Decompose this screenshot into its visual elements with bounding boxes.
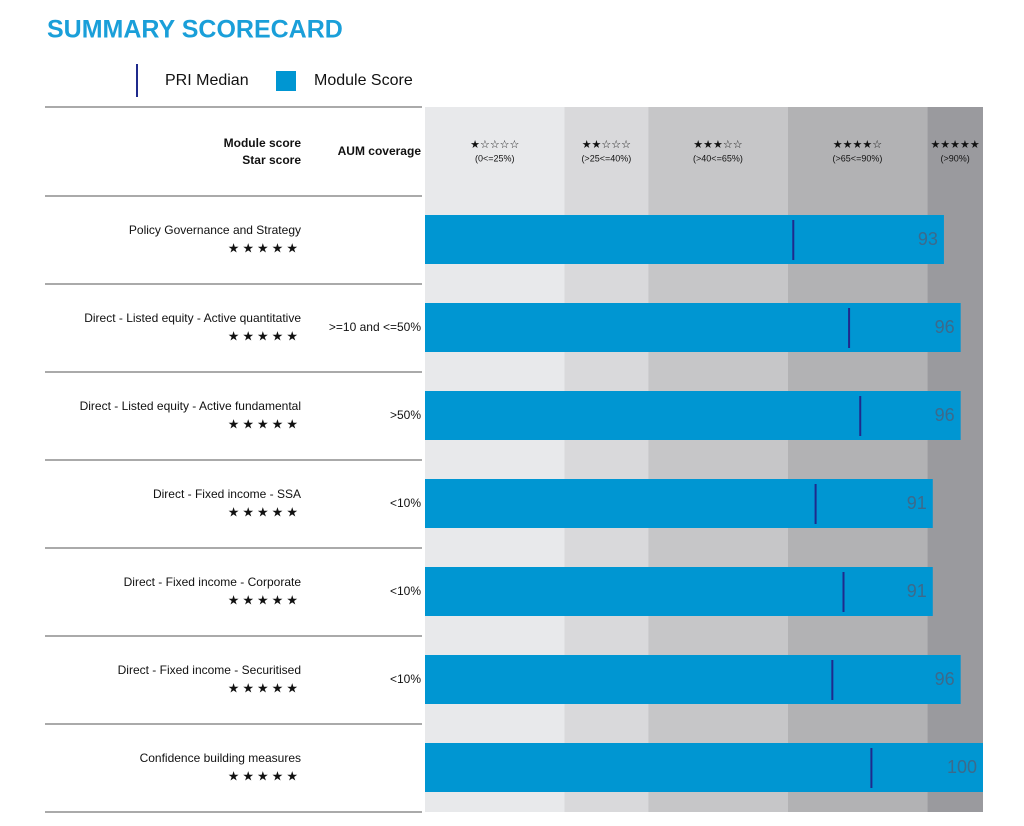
star-score: ★★★★★ — [228, 680, 301, 695]
category-label: Confidence building measures — [140, 751, 301, 765]
legend-label: Module Score — [314, 72, 413, 89]
star-score: ★★★★★ — [228, 416, 301, 431]
star-score: ★★★★★ — [228, 592, 301, 607]
value-label: 91 — [907, 581, 927, 601]
band-range: (>25<=40%) — [581, 153, 631, 163]
bar — [425, 303, 961, 352]
band-stars: ★★☆☆☆ — [582, 139, 631, 151]
value-label: 96 — [935, 669, 955, 689]
band-range: (>65<=90%) — [833, 153, 883, 163]
value-label: 96 — [935, 317, 955, 337]
bar — [425, 567, 933, 616]
aum-coverage: <10% — [390, 672, 421, 686]
value-label: 91 — [907, 493, 927, 513]
band-stars: ★☆☆☆☆ — [470, 139, 519, 151]
aum-coverage: >=10 and <=50% — [329, 320, 421, 334]
band-range: (0<=25%) — [475, 153, 515, 163]
band-stars: ★★★★☆ — [833, 139, 882, 151]
legend-score-swatch — [276, 71, 296, 91]
category-label: Direct - Fixed income - Securitised — [118, 663, 301, 677]
aum-coverage: >50% — [390, 408, 421, 422]
chart-title: SUMMARY SCORECARD — [47, 16, 343, 44]
star-score: ★★★★★ — [228, 240, 301, 255]
score-band — [648, 107, 788, 812]
band-range: (>90%) — [940, 153, 969, 163]
category-label: Direct - Fixed income - SSA — [153, 487, 301, 501]
score-band — [564, 107, 649, 812]
legend-label: PRI Median — [165, 72, 249, 89]
column-header: AUM coverage — [338, 144, 422, 158]
value-label: 93 — [918, 229, 938, 249]
aum-coverage: <10% — [390, 496, 421, 510]
category-label: Direct - Fixed income - Corporate — [124, 575, 302, 589]
band-stars: ★★★★★ — [930, 139, 979, 151]
column-header: Module score — [224, 136, 302, 150]
bar — [425, 743, 983, 792]
category-label: Direct - Listed equity - Active quantita… — [84, 311, 301, 325]
value-label: 96 — [935, 405, 955, 425]
bar — [425, 479, 933, 528]
category-label: Direct - Listed equity - Active fundamen… — [80, 399, 301, 413]
score-band — [787, 107, 928, 812]
bar — [425, 655, 961, 704]
star-score: ★★★★★ — [228, 504, 301, 519]
bar — [425, 391, 961, 440]
score-band — [927, 107, 983, 812]
star-score: ★★★★★ — [228, 768, 301, 783]
value-label: 100 — [947, 757, 977, 777]
bar — [425, 215, 944, 264]
column-header: Star score — [242, 153, 301, 167]
category-label: Policy Governance and Strategy — [129, 223, 301, 237]
score-band — [425, 107, 565, 812]
band-stars: ★★★☆☆ — [693, 139, 742, 151]
aum-coverage: <10% — [390, 584, 421, 598]
star-score: ★★★★★ — [228, 328, 301, 343]
band-range: (>40<=65%) — [693, 153, 743, 163]
